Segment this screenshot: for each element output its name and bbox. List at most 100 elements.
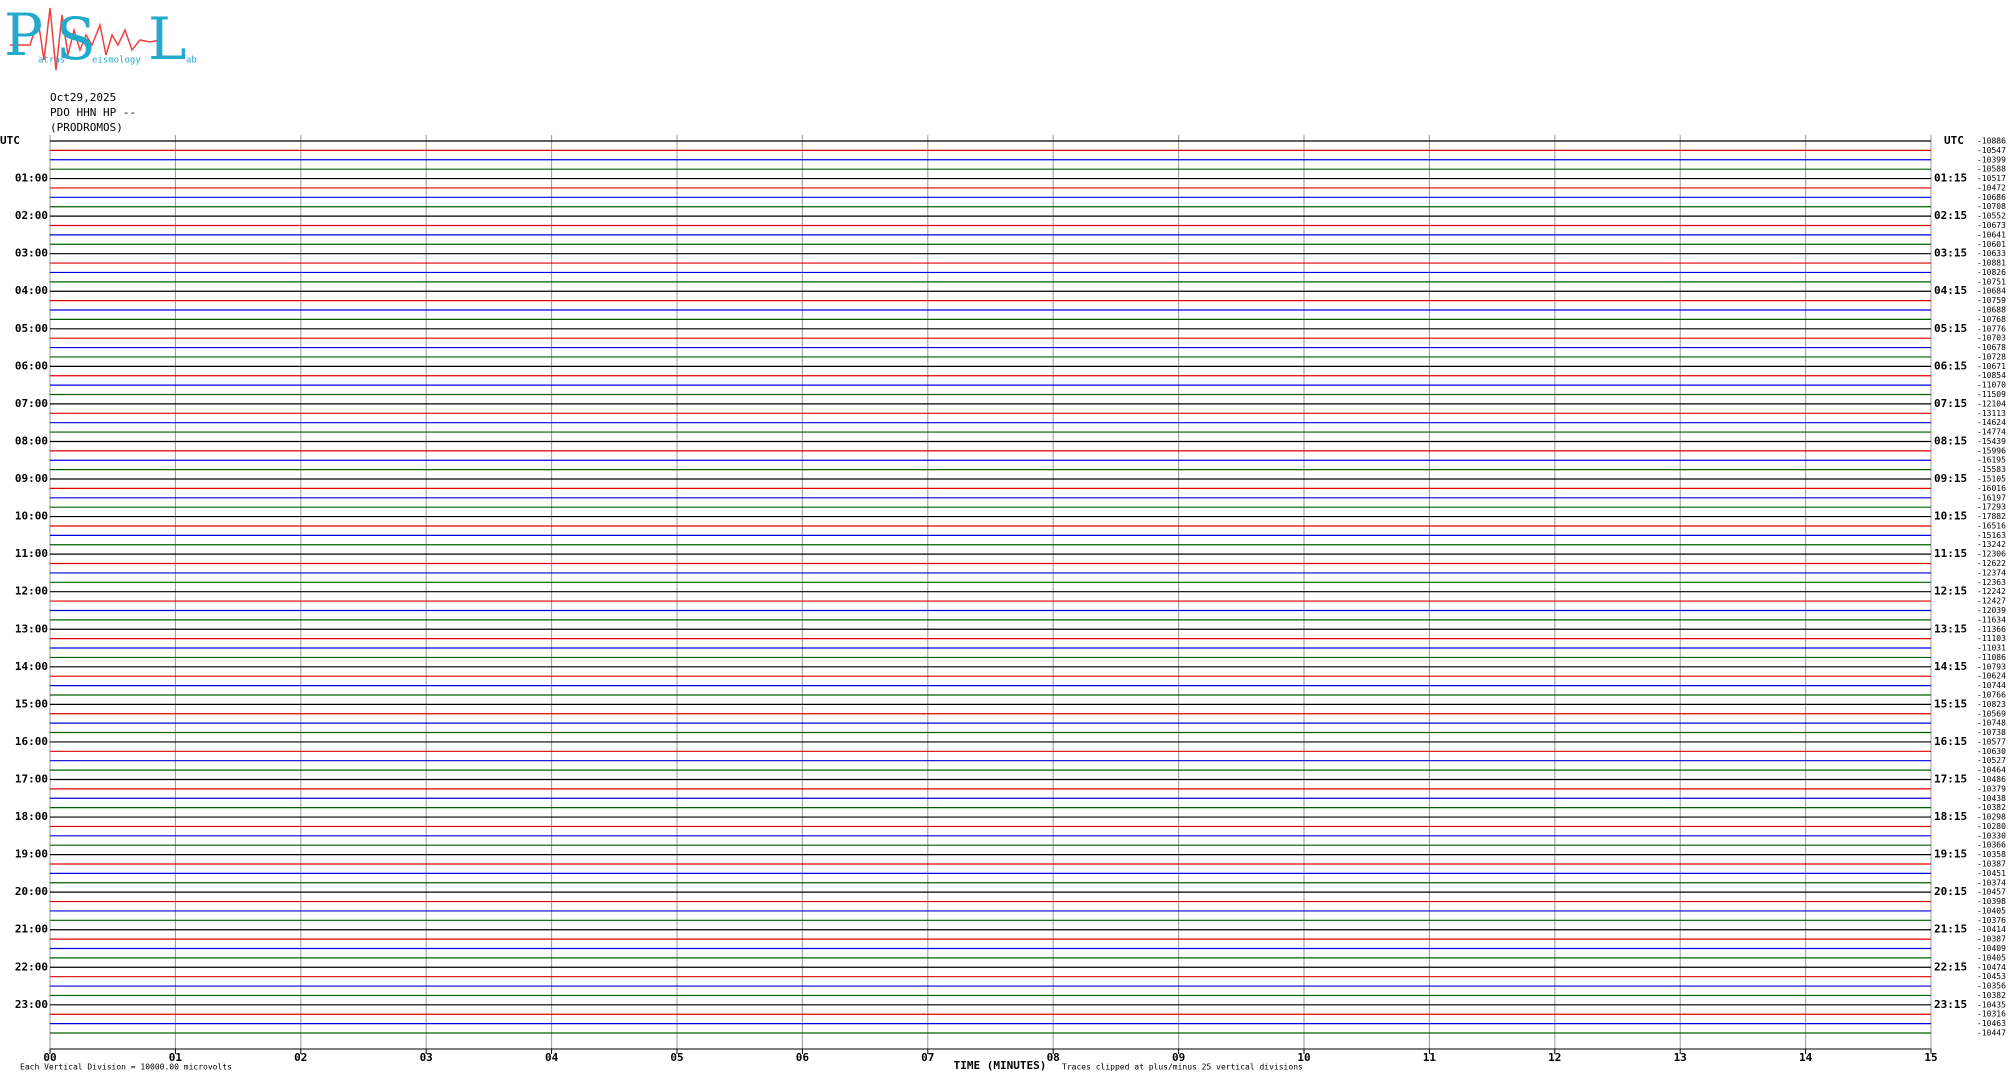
trace-offset: -10472 bbox=[1977, 183, 2006, 192]
trace-offset: -10703 bbox=[1977, 334, 2006, 343]
header-station: PDO HHN HP -- bbox=[50, 106, 136, 119]
trace-offset: -16195 bbox=[1977, 456, 2006, 465]
right-time-label: 07:15 bbox=[1934, 397, 1967, 410]
logo-word: ab bbox=[186, 56, 197, 66]
left-time-label: 16:00 bbox=[15, 735, 48, 748]
trace-offset: -10759 bbox=[1977, 296, 2006, 305]
trace-offset: -10768 bbox=[1977, 315, 2006, 324]
right-time-label: 14:15 bbox=[1934, 660, 1967, 673]
left-time-label: 06:00 bbox=[15, 359, 48, 372]
x-tick-label: 09 bbox=[1172, 1051, 1185, 1064]
left-time-label: 12:00 bbox=[15, 585, 48, 598]
trace-offset: -11070 bbox=[1977, 381, 2006, 390]
trace-offset: -13113 bbox=[1977, 409, 2006, 418]
trace-offset: -10886 bbox=[1977, 137, 2006, 146]
logo-letter: P bbox=[4, 1, 43, 69]
trace-offset: -17293 bbox=[1977, 503, 2006, 512]
trace-offset: -10748 bbox=[1977, 719, 2006, 728]
left-time-label: 22:00 bbox=[15, 960, 48, 973]
trace-offset: -10793 bbox=[1977, 662, 2006, 671]
left-time-label: 18:00 bbox=[15, 810, 48, 823]
logo-word: eismology bbox=[92, 56, 141, 66]
logo-word: atras bbox=[38, 56, 65, 66]
x-tick-label: 01 bbox=[169, 1051, 183, 1064]
trace-offset: -10527 bbox=[1977, 756, 2006, 765]
trace-offset: -10751 bbox=[1977, 277, 2006, 286]
x-tick-label: 02 bbox=[294, 1051, 307, 1064]
left-time-label: 15:00 bbox=[15, 697, 48, 710]
trace-offset: -10547 bbox=[1977, 146, 2006, 155]
left-time-label: 11:00 bbox=[15, 547, 48, 560]
trace-offset: -10316 bbox=[1977, 1010, 2006, 1019]
trace-offset: -12306 bbox=[1977, 550, 2006, 559]
trace-offset: -15163 bbox=[1977, 531, 2006, 540]
trace-offset: -10438 bbox=[1977, 794, 2006, 803]
x-tick-label: 04 bbox=[545, 1051, 559, 1064]
x-tick-label: 11 bbox=[1423, 1051, 1437, 1064]
left-time-label: 20:00 bbox=[15, 885, 48, 898]
trace-offset: -10728 bbox=[1977, 352, 2006, 361]
left-time-label: 05:00 bbox=[15, 322, 48, 335]
trace-offset: -10552 bbox=[1977, 212, 2006, 221]
x-tick-label: 05 bbox=[670, 1051, 683, 1064]
trace-offset: -10399 bbox=[1977, 155, 2006, 164]
trace-offset: -10688 bbox=[1977, 306, 2006, 315]
trace-offset: -10823 bbox=[1977, 700, 2006, 709]
left-time-label: 09:00 bbox=[15, 472, 48, 485]
trace-offset: -10398 bbox=[1977, 897, 2006, 906]
left-time-label: 02:00 bbox=[15, 209, 48, 222]
right-time-label: 16:15 bbox=[1934, 735, 1967, 748]
trace-offset: -10708 bbox=[1977, 202, 2006, 211]
trace-offset: -10405 bbox=[1977, 906, 2006, 915]
right-time-label: 05:15 bbox=[1934, 322, 1967, 335]
trace-offset: -10569 bbox=[1977, 709, 2006, 718]
trace-offset: -10280 bbox=[1977, 822, 2006, 831]
left-time-label: 14:00 bbox=[15, 660, 48, 673]
trace-offset: -10630 bbox=[1977, 747, 2006, 756]
x-tick-label: 07 bbox=[921, 1051, 934, 1064]
trace-offset: -10766 bbox=[1977, 690, 2006, 699]
trace-offset: -10854 bbox=[1977, 371, 2006, 380]
trace-offset: -10577 bbox=[1977, 737, 2006, 746]
trace-offset: -13242 bbox=[1977, 540, 2006, 549]
trace-offset: -10881 bbox=[1977, 259, 2006, 268]
trace-offset: -11086 bbox=[1977, 653, 2006, 662]
trace-offset: -10684 bbox=[1977, 287, 2006, 296]
trace-offset: -16197 bbox=[1977, 493, 2006, 502]
x-tick-label: 06 bbox=[796, 1051, 810, 1064]
trace-offset: -11031 bbox=[1977, 644, 2006, 653]
right-time-label: 17:15 bbox=[1934, 772, 1967, 785]
trace-offset: -10374 bbox=[1977, 878, 2006, 887]
right-time-label: 12:15 bbox=[1934, 585, 1967, 598]
left-time-label: 04:00 bbox=[15, 284, 48, 297]
trace-offset: -10744 bbox=[1977, 681, 2006, 690]
trace-offset: -10453 bbox=[1977, 972, 2006, 981]
header-date: Oct29,2025 bbox=[50, 91, 116, 104]
x-tick-label: 08 bbox=[1047, 1051, 1060, 1064]
right-time-label: 20:15 bbox=[1934, 885, 1967, 898]
right-time-label: 06:15 bbox=[1934, 359, 1967, 372]
trace-offset: -15105 bbox=[1977, 475, 2006, 484]
trace-offset: -10356 bbox=[1977, 982, 2006, 991]
trace-offset: -15583 bbox=[1977, 465, 2006, 474]
trace-offset: -10409 bbox=[1977, 944, 2006, 953]
trace-offset: -16516 bbox=[1977, 521, 2006, 530]
right-time-label: 10:15 bbox=[1934, 510, 1967, 523]
trace-offset: -10678 bbox=[1977, 343, 2006, 352]
left-time-label: UTC bbox=[0, 134, 20, 147]
trace-offset: -10601 bbox=[1977, 240, 2006, 249]
right-time-label: 19:15 bbox=[1934, 848, 1967, 861]
trace-offset: -10405 bbox=[1977, 953, 2006, 962]
trace-offset: -10330 bbox=[1977, 831, 2006, 840]
trace-offset: -10641 bbox=[1977, 230, 2006, 239]
trace-offset: -10379 bbox=[1977, 784, 2006, 793]
right-time-label: 21:15 bbox=[1934, 923, 1967, 936]
trace-offset: -10464 bbox=[1977, 766, 2006, 775]
x-tick-label: 03 bbox=[420, 1051, 433, 1064]
trace-offset: -10588 bbox=[1977, 165, 2006, 174]
left-time-label: 01:00 bbox=[15, 172, 48, 185]
trace-offset: -15996 bbox=[1977, 446, 2006, 455]
trace-offset: -14774 bbox=[1977, 428, 2006, 437]
trace-offset: -12374 bbox=[1977, 568, 2006, 577]
